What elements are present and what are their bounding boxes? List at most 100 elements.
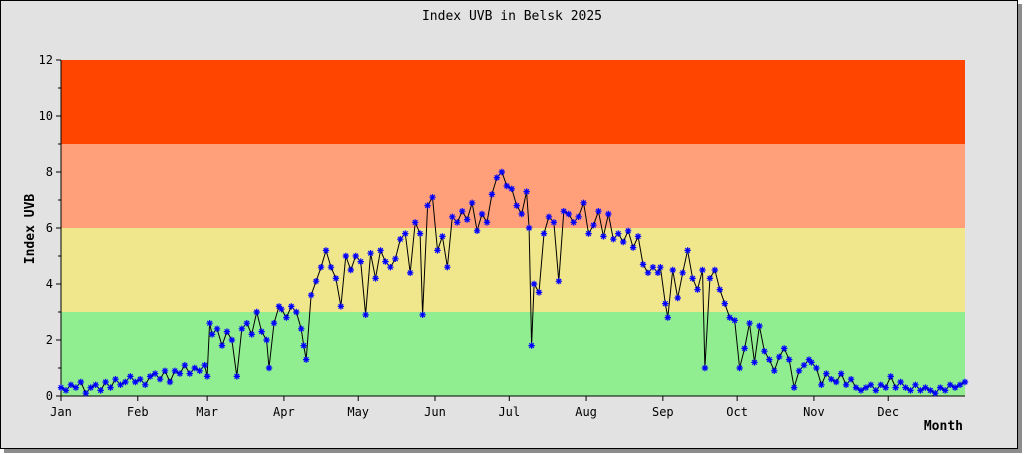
data-point xyxy=(387,264,394,271)
x-tick-label: Sep xyxy=(652,405,674,419)
x-tick-label: Feb xyxy=(127,405,149,419)
data-point xyxy=(689,275,696,282)
data-point xyxy=(907,387,914,394)
data-point xyxy=(191,364,198,372)
data-point xyxy=(181,362,189,369)
x-tick-label: Mar xyxy=(196,405,218,419)
data-point xyxy=(337,303,345,310)
data-point xyxy=(662,300,669,307)
data-point xyxy=(600,233,607,240)
data-point xyxy=(382,258,389,265)
data-point xyxy=(166,378,174,386)
data-point xyxy=(785,356,793,363)
data-point xyxy=(367,250,374,257)
uv-band-0 xyxy=(61,312,965,396)
data-point xyxy=(132,378,139,386)
data-point xyxy=(322,247,330,254)
data-point xyxy=(731,317,738,324)
data-point xyxy=(161,367,169,374)
data-point xyxy=(429,194,436,201)
data-point xyxy=(525,224,533,232)
y-tick-label: 2 xyxy=(46,333,53,347)
data-point xyxy=(208,331,216,338)
x-tick-label: Aug xyxy=(575,405,597,419)
data-point xyxy=(77,378,85,386)
data-point xyxy=(137,376,144,383)
data-point xyxy=(922,384,929,391)
uv-band-1 xyxy=(61,228,965,312)
data-point xyxy=(615,230,622,237)
data-point xyxy=(362,311,369,318)
chart-title: Index UVB in Belsk 2025 xyxy=(422,9,602,24)
data-point xyxy=(872,387,880,394)
data-point xyxy=(444,264,451,271)
x-tick-label: Apr xyxy=(273,405,295,419)
data-point xyxy=(545,213,553,220)
data-point xyxy=(270,320,278,327)
data-point xyxy=(439,233,446,240)
data-point xyxy=(530,280,538,288)
data-point xyxy=(917,387,924,394)
data-point xyxy=(699,266,706,274)
data-point xyxy=(932,390,939,397)
data-point xyxy=(263,336,270,344)
x-axis-label: Month xyxy=(924,419,963,434)
data-point xyxy=(407,269,414,276)
data-point xyxy=(867,381,875,388)
data-point xyxy=(288,303,295,310)
data-point xyxy=(352,252,359,260)
data-point xyxy=(298,325,305,332)
y-tick-label: 12 xyxy=(39,53,53,67)
data-point xyxy=(493,174,501,181)
x-tick-label: Jul xyxy=(498,405,520,419)
data-point xyxy=(837,370,845,377)
x-tick-label: Oct xyxy=(726,405,748,419)
data-point xyxy=(528,342,535,349)
data-point xyxy=(620,238,627,246)
data-point xyxy=(813,364,820,372)
data-point xyxy=(741,345,748,352)
data-point xyxy=(565,210,572,218)
data-point xyxy=(372,275,379,282)
data-point xyxy=(503,182,511,190)
uv-band-3 xyxy=(61,60,965,144)
data-point xyxy=(478,210,486,218)
data-point xyxy=(946,381,954,388)
y-tick-label: 0 xyxy=(46,389,53,403)
data-point xyxy=(357,258,364,265)
data-point xyxy=(233,373,241,380)
data-point xyxy=(756,322,763,330)
data-point xyxy=(823,370,830,377)
data-point xyxy=(265,364,273,372)
y-tick-label: 8 xyxy=(46,165,53,179)
data-point xyxy=(449,213,456,220)
data-point xyxy=(535,289,543,296)
data-point xyxy=(805,356,813,363)
data-point xyxy=(654,269,662,276)
data-point xyxy=(852,384,860,391)
x-tick-label: Nov xyxy=(803,405,825,419)
data-point xyxy=(951,384,959,391)
data-point xyxy=(781,345,788,352)
data-point xyxy=(238,325,245,332)
data-point xyxy=(97,387,104,394)
data-point xyxy=(419,311,426,318)
data-point xyxy=(402,230,409,237)
data-point xyxy=(87,384,94,391)
data-point xyxy=(956,381,964,388)
data-point xyxy=(664,314,671,321)
data-point xyxy=(327,264,335,271)
data-point xyxy=(151,370,159,377)
data-point xyxy=(540,230,548,237)
data-point xyxy=(716,286,724,293)
data-point xyxy=(72,384,80,391)
data-point xyxy=(248,331,255,338)
data-point xyxy=(629,244,637,251)
data-point xyxy=(912,381,919,388)
data-point xyxy=(902,384,909,391)
data-point xyxy=(649,264,657,271)
data-point xyxy=(790,384,798,391)
data-point xyxy=(585,230,592,237)
data-point xyxy=(258,328,265,335)
